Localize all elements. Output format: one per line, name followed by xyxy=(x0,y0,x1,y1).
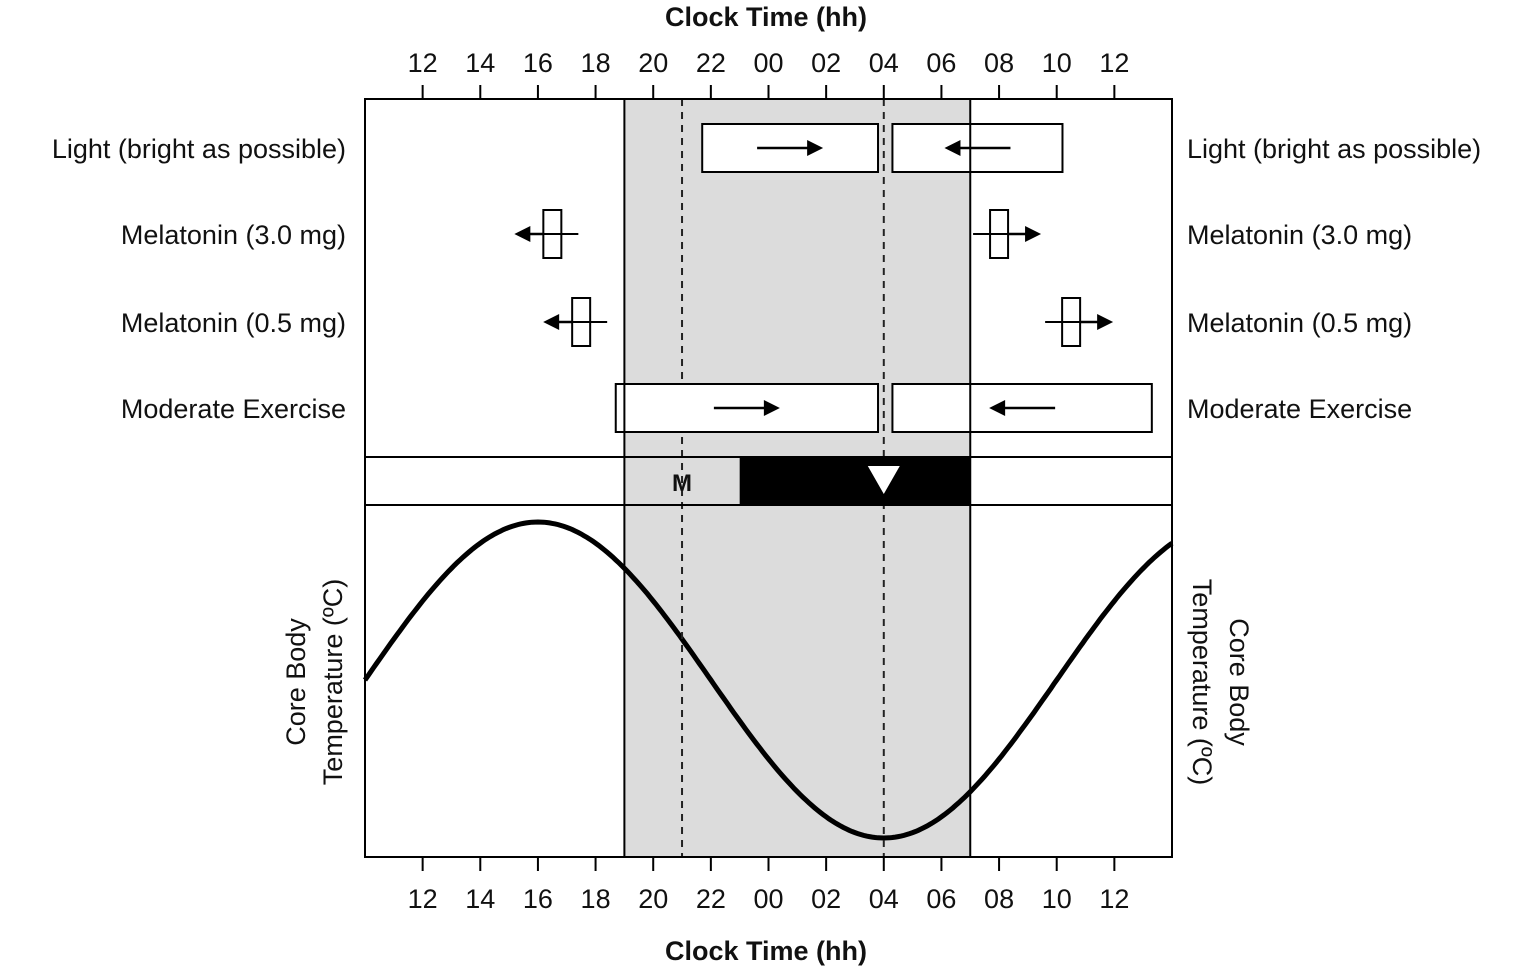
bottom-tick-label-10: 08 xyxy=(984,884,1014,914)
top-tick-label-5: 22 xyxy=(696,48,726,78)
top-tick-label-6: 00 xyxy=(753,48,783,78)
row-right-label-3: Moderate Exercise xyxy=(1187,394,1412,424)
row-0 xyxy=(701,123,1064,173)
right-y-axis-label: Core Body Temperature (ºC) xyxy=(1187,579,1254,785)
top-tick-label-1: 14 xyxy=(465,48,495,78)
row-right-label-2: Melatonin (0.5 mg) xyxy=(1187,308,1412,338)
row-1-arrow-left-icon-0-head xyxy=(514,226,531,242)
bottom-tick-label-9: 06 xyxy=(926,884,956,914)
top-axis-title: Clock Time (hh) xyxy=(665,2,867,32)
bottom-tick-label-5: 22 xyxy=(696,884,726,914)
top-tick-label-11: 10 xyxy=(1042,48,1072,78)
row-left-label-3: Moderate Exercise xyxy=(121,394,346,424)
top-tick-label-8: 04 xyxy=(869,48,899,78)
bottom-tick-label-7: 02 xyxy=(811,884,841,914)
svg-text:Core Body: Core Body xyxy=(281,618,311,746)
triangle-marker-icon xyxy=(867,466,900,494)
row-2-arrow-right-icon-1-head xyxy=(1097,314,1114,330)
intervention-rows xyxy=(514,123,1153,433)
svg-text:Temperature (ºC): Temperature (ºC) xyxy=(318,579,348,785)
top-tick-label-9: 06 xyxy=(926,48,956,78)
top-tick-label-2: 16 xyxy=(523,48,553,78)
row-left-label-1: Melatonin (3.0 mg) xyxy=(121,220,346,250)
bottom-tick-label-8: 04 xyxy=(869,884,899,914)
row-left-label-2: Melatonin (0.5 mg) xyxy=(121,308,346,338)
row-1 xyxy=(514,209,1042,259)
bottom-tick-label-0: 12 xyxy=(408,884,438,914)
sleep-band: M xyxy=(672,457,971,505)
bottom-tick-label-11: 10 xyxy=(1042,884,1072,914)
left-y-axis-label: Core Body Temperature (ºC) xyxy=(281,579,348,785)
row-2-arrow-left-icon-0-head xyxy=(543,314,560,330)
row-3-arrow-left-icon-1-head xyxy=(989,400,1006,416)
row-3-arrow-right-icon-0-head xyxy=(763,400,780,416)
top-tick-label-3: 18 xyxy=(581,48,611,78)
row-0-arrow-right-icon-0-head xyxy=(807,140,824,156)
row-left-label-0: Light (bright as possible) xyxy=(52,134,346,164)
bottom-tick-label-12: 12 xyxy=(1099,884,1129,914)
top-tick-label-12: 12 xyxy=(1099,48,1129,78)
row-0-arrow-left-icon-1-head xyxy=(944,140,961,156)
svg-text:Temperature (ºC): Temperature (ºC) xyxy=(1187,579,1217,785)
sleep-band-label: M xyxy=(672,470,692,497)
svg-text:Core Body: Core Body xyxy=(1224,618,1254,746)
sleep-bar xyxy=(739,457,971,505)
top-tick-label-7: 02 xyxy=(811,48,841,78)
bottom-tick-label-3: 18 xyxy=(581,884,611,914)
plot-frames xyxy=(364,98,1173,858)
row-3 xyxy=(614,383,1153,433)
top-tick-label-0: 12 xyxy=(408,48,438,78)
top-tick-label-10: 08 xyxy=(984,48,1014,78)
row-1-arrow-right-icon-1-head xyxy=(1025,226,1042,242)
top-tick-label-4: 20 xyxy=(638,48,668,78)
row-right-label-0: Light (bright as possible) xyxy=(1187,134,1481,164)
bottom-tick-label-1: 14 xyxy=(465,884,495,914)
bottom-tick-label-4: 20 xyxy=(638,884,668,914)
row-2 xyxy=(543,297,1114,347)
bottom-axis-title: Clock Time (hh) xyxy=(665,936,867,966)
bottom-tick-label-6: 00 xyxy=(753,884,783,914)
text-labels: Light (bright as possible) Light (bright … xyxy=(52,48,1481,914)
core-body-temperature-curve xyxy=(362,519,1174,841)
axis-ticks xyxy=(421,85,1116,871)
row-right-label-1: Melatonin (3.0 mg) xyxy=(1187,220,1412,250)
bottom-tick-label-2: 16 xyxy=(523,884,553,914)
